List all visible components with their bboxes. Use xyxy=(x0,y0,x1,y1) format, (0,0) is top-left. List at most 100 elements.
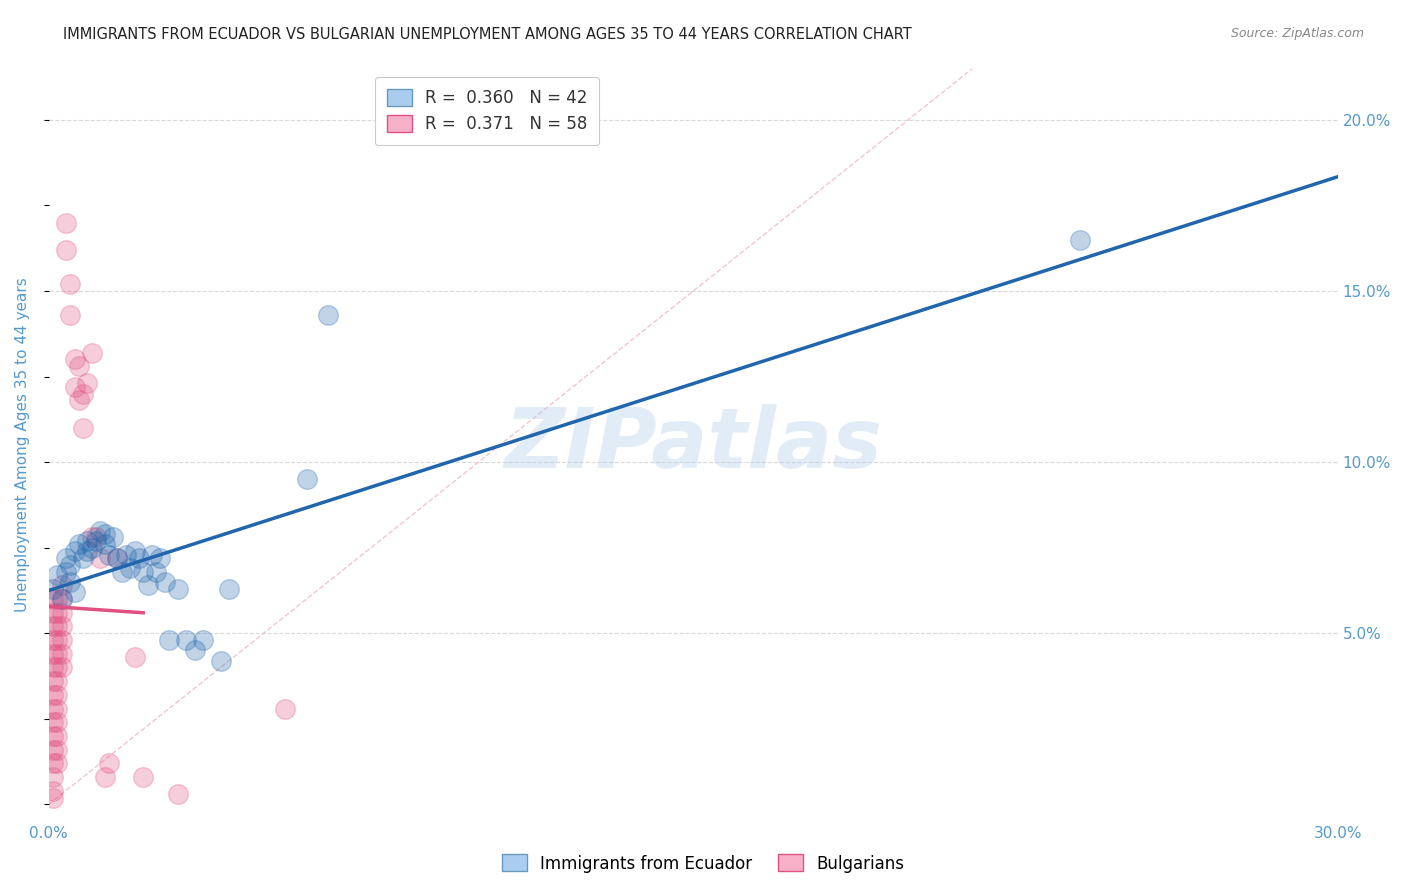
Point xyxy=(174,633,197,648)
Point xyxy=(46,568,69,582)
Point xyxy=(63,352,86,367)
Point xyxy=(166,787,188,801)
Point xyxy=(93,770,115,784)
Point xyxy=(89,550,111,565)
Point xyxy=(132,770,155,784)
Point xyxy=(42,592,65,607)
Legend: Immigrants from Ecuador, Bulgarians: Immigrants from Ecuador, Bulgarians xyxy=(495,847,911,880)
Point xyxy=(124,650,146,665)
Point xyxy=(51,592,73,607)
Point xyxy=(42,742,65,756)
Point xyxy=(157,633,180,648)
Point xyxy=(128,550,150,565)
Point xyxy=(46,729,69,743)
Point xyxy=(124,544,146,558)
Point xyxy=(153,574,176,589)
Point xyxy=(84,530,107,544)
Point xyxy=(59,277,82,292)
Point xyxy=(84,533,107,548)
Point xyxy=(149,550,172,565)
Y-axis label: Unemployment Among Ages 35 to 44 years: Unemployment Among Ages 35 to 44 years xyxy=(15,277,30,613)
Point xyxy=(51,619,73,633)
Point xyxy=(80,541,103,555)
Point xyxy=(42,660,65,674)
Point xyxy=(76,376,98,391)
Point xyxy=(55,243,77,257)
Point xyxy=(136,578,159,592)
Point xyxy=(42,674,65,689)
Point xyxy=(59,574,82,589)
Point xyxy=(132,565,155,579)
Point xyxy=(274,701,297,715)
Point xyxy=(42,582,65,596)
Point xyxy=(46,715,69,730)
Point xyxy=(80,345,103,359)
Point xyxy=(46,674,69,689)
Point xyxy=(55,215,77,229)
Point xyxy=(55,550,77,565)
Point xyxy=(51,633,73,648)
Point xyxy=(93,537,115,551)
Point xyxy=(59,308,82,322)
Point xyxy=(42,783,65,797)
Point xyxy=(218,582,240,596)
Point xyxy=(72,550,94,565)
Point xyxy=(51,660,73,674)
Point xyxy=(46,606,69,620)
Point xyxy=(97,548,120,562)
Point xyxy=(1069,233,1091,247)
Point xyxy=(115,548,138,562)
Point xyxy=(63,380,86,394)
Point xyxy=(42,701,65,715)
Point xyxy=(51,592,73,607)
Text: Source: ZipAtlas.com: Source: ZipAtlas.com xyxy=(1230,27,1364,40)
Point xyxy=(67,359,90,374)
Point xyxy=(42,606,65,620)
Point xyxy=(76,533,98,548)
Point xyxy=(46,688,69,702)
Point xyxy=(46,742,69,756)
Point xyxy=(93,527,115,541)
Point xyxy=(63,544,86,558)
Point xyxy=(46,633,69,648)
Point xyxy=(111,565,134,579)
Point xyxy=(107,550,129,565)
Point xyxy=(42,647,65,661)
Point xyxy=(97,756,120,771)
Point xyxy=(209,654,232,668)
Point xyxy=(46,619,69,633)
Point xyxy=(55,565,77,579)
Point xyxy=(42,729,65,743)
Point xyxy=(46,660,69,674)
Point xyxy=(42,715,65,730)
Point xyxy=(46,756,69,771)
Point xyxy=(184,643,207,657)
Point xyxy=(193,633,215,648)
Point xyxy=(103,530,125,544)
Point xyxy=(80,530,103,544)
Point xyxy=(120,561,142,575)
Point xyxy=(51,606,73,620)
Point xyxy=(145,565,167,579)
Point xyxy=(46,592,69,607)
Point xyxy=(89,524,111,538)
Point xyxy=(316,308,339,322)
Text: IMMIGRANTS FROM ECUADOR VS BULGARIAN UNEMPLOYMENT AMONG AGES 35 TO 44 YEARS CORR: IMMIGRANTS FROM ECUADOR VS BULGARIAN UNE… xyxy=(63,27,912,42)
Point xyxy=(76,544,98,558)
Point xyxy=(42,790,65,805)
Point xyxy=(63,585,86,599)
Point xyxy=(46,647,69,661)
Point xyxy=(42,619,65,633)
Point xyxy=(42,770,65,784)
Point xyxy=(46,701,69,715)
Point xyxy=(72,386,94,401)
Point xyxy=(42,688,65,702)
Point xyxy=(107,550,129,565)
Point xyxy=(51,578,73,592)
Point xyxy=(67,537,90,551)
Point xyxy=(295,472,318,486)
Text: ZIPatlas: ZIPatlas xyxy=(505,404,882,485)
Point xyxy=(59,558,82,572)
Point xyxy=(166,582,188,596)
Point xyxy=(141,548,163,562)
